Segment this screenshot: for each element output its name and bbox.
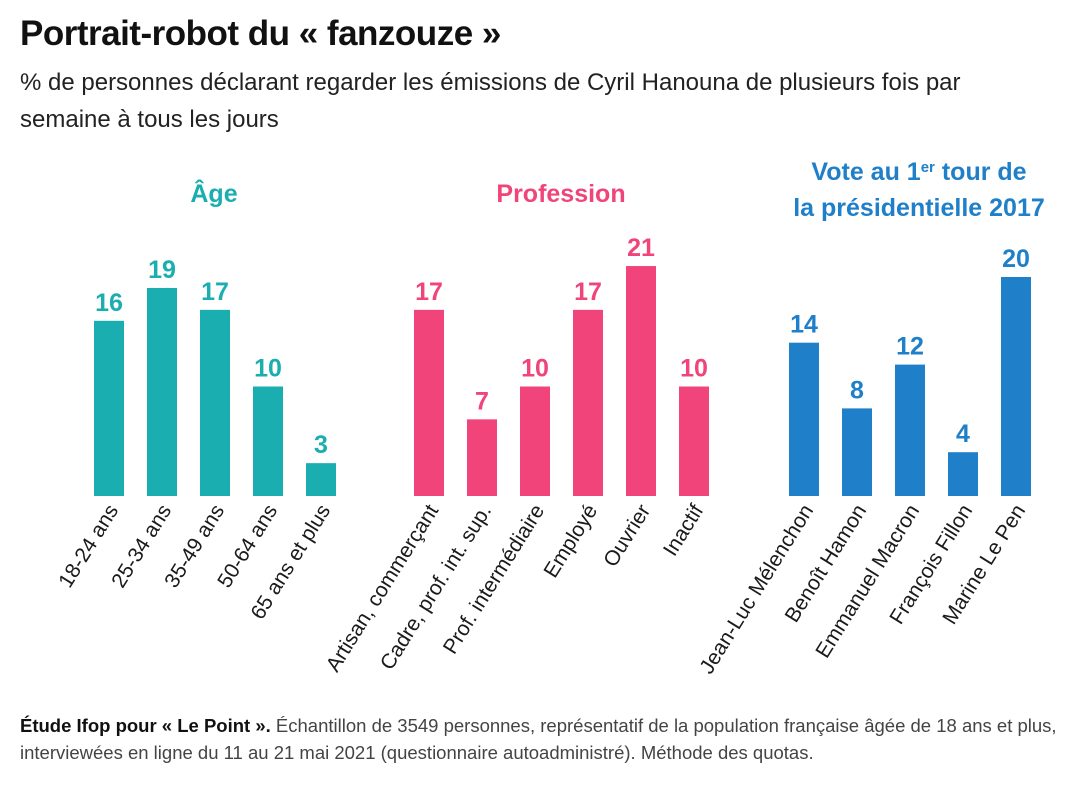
data-label: 21 [627, 234, 655, 262]
bar [948, 452, 978, 496]
bar [200, 309, 230, 496]
data-label: 12 [896, 333, 924, 361]
bar [1001, 277, 1031, 496]
data-label: 14 [790, 311, 818, 339]
bar [842, 408, 872, 496]
data-label: 7 [475, 387, 489, 415]
bar [895, 364, 925, 496]
data-label: 4 [956, 420, 970, 448]
data-label: 8 [850, 376, 864, 404]
bar [679, 386, 709, 496]
bar [147, 287, 177, 496]
data-label: 3 [314, 431, 328, 459]
source-text: Échantillon de 3549 personnes, représent… [20, 715, 1057, 763]
data-label: 10 [680, 355, 708, 383]
data-label: 17 [415, 278, 443, 306]
bar [94, 320, 124, 496]
group-title: Profession [496, 180, 625, 208]
bar [626, 266, 656, 496]
data-label: 17 [201, 278, 229, 306]
bar [789, 342, 819, 496]
bar [467, 419, 497, 496]
data-label: 10 [521, 355, 549, 383]
source-note: Étude Ifop pour « Le Point ». Échantillo… [20, 712, 1070, 766]
category-label: Prof. intermédiaire [439, 500, 549, 658]
category-label: Inactif [659, 500, 708, 560]
bar [414, 309, 444, 496]
bar [306, 463, 336, 496]
group-title: Âge [190, 178, 237, 208]
data-label: 10 [254, 355, 282, 383]
group-title-line-2: la présidentielle 2017 [793, 194, 1045, 222]
bar [520, 386, 550, 496]
data-label: 16 [95, 289, 123, 317]
data-label: 20 [1002, 245, 1030, 273]
source-lead: Étude Ifop pour « Le Point ». [20, 715, 271, 736]
bar [573, 309, 603, 496]
category-label: Ouvrier [599, 500, 655, 571]
data-label: 17 [574, 278, 602, 306]
chart-title: Portrait-robot du « fanzouze » [20, 14, 501, 53]
bar [253, 386, 283, 496]
chart-subtitle: % de personnes déclarant regarder les ém… [20, 69, 961, 133]
group-title: Vote au 1er tour de [811, 158, 1026, 186]
data-label: 19 [148, 256, 176, 284]
